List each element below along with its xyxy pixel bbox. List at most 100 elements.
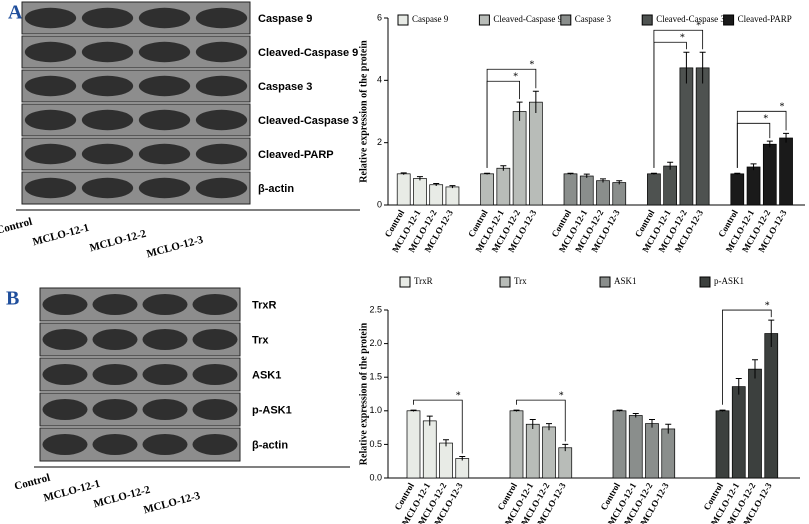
legend-label: Trx — [514, 276, 527, 286]
bar — [439, 442, 453, 479]
band — [195, 177, 248, 199]
legend-swatch — [499, 276, 511, 288]
lane-label: MCLO-12-2 — [88, 228, 148, 255]
band — [92, 399, 138, 420]
band — [81, 109, 134, 131]
bar — [422, 420, 437, 479]
error-bar — [752, 359, 758, 379]
bar — [496, 167, 511, 206]
error-bar — [667, 161, 674, 170]
error-bar — [699, 51, 706, 84]
y-tick-label: 1.0 — [369, 405, 382, 415]
legend-swatch — [397, 14, 409, 26]
lane-label: Control — [13, 472, 51, 493]
band — [81, 143, 134, 165]
band — [195, 7, 248, 29]
bar — [455, 458, 470, 479]
error-bar — [513, 409, 520, 412]
blot-label: Cleaved-Caspase 3 — [258, 115, 358, 127]
band — [24, 7, 77, 29]
bar — [715, 410, 730, 479]
band — [138, 143, 191, 165]
bar — [628, 415, 643, 479]
error-bar — [616, 409, 623, 412]
band — [195, 143, 248, 165]
band — [24, 109, 77, 131]
bar — [730, 173, 745, 206]
bar — [528, 101, 543, 206]
band — [81, 7, 134, 29]
legend-label: Caspase 3 — [575, 14, 612, 24]
bar — [396, 173, 411, 206]
legend-label: p-ASK1 — [714, 276, 744, 286]
bar — [762, 143, 777, 206]
band — [24, 177, 77, 199]
band — [42, 434, 88, 455]
band — [192, 399, 238, 420]
error-bar — [459, 455, 466, 461]
error-bar — [410, 409, 417, 412]
bar — [764, 333, 779, 479]
band — [42, 364, 88, 385]
bar — [596, 180, 610, 206]
bar — [661, 428, 676, 479]
error-bar — [768, 319, 775, 347]
bar — [663, 165, 678, 206]
bar — [542, 426, 556, 479]
band — [192, 294, 238, 315]
significance-bracket — [413, 399, 463, 454]
significance-bracket — [486, 68, 537, 168]
blot-label: ASK1 — [252, 369, 281, 381]
legend-swatch — [641, 14, 653, 26]
legend-label: ASK1 — [614, 276, 637, 286]
band — [24, 143, 77, 165]
legend-swatch — [599, 276, 611, 288]
bar — [413, 178, 427, 206]
blot-label: Cleaved-PARP — [258, 149, 334, 161]
legend-swatch — [723, 14, 735, 26]
significance-bracket — [722, 309, 772, 405]
error-bar — [433, 182, 440, 186]
band — [138, 41, 191, 63]
band — [138, 75, 191, 97]
significance-bracket — [516, 399, 566, 442]
error-bar — [426, 415, 433, 426]
band — [192, 364, 238, 385]
significance-label: * — [680, 33, 685, 44]
band — [195, 75, 248, 97]
error-bar — [500, 165, 507, 171]
bar — [525, 423, 540, 479]
panel-label: B — [6, 288, 19, 310]
bar — [748, 368, 762, 479]
band — [138, 7, 191, 29]
blot-label: β-actin — [258, 183, 294, 195]
legend-label: Cleaved-PARP — [738, 14, 792, 24]
bar — [563, 173, 578, 206]
legend-swatch — [560, 14, 572, 26]
error-bar — [649, 419, 655, 428]
bar — [558, 447, 573, 479]
legend-swatch — [699, 276, 711, 288]
lane-label: MCLO-12-3 — [145, 234, 205, 261]
bar — [509, 410, 524, 479]
lane-label: MCLO-12-1 — [31, 222, 90, 249]
band — [142, 399, 188, 420]
error-bar — [766, 140, 773, 148]
band — [142, 434, 188, 455]
y-tick-label: 2 — [377, 137, 382, 147]
bar — [429, 184, 444, 206]
error-bar — [529, 419, 536, 429]
blot-label: Cleaved-Caspase 9 — [258, 47, 358, 59]
y-axis-title: Relative expression of the protein — [358, 322, 369, 465]
error-bar — [734, 172, 741, 175]
band — [81, 41, 134, 63]
significance-label: * — [780, 102, 785, 113]
band — [24, 41, 77, 63]
lane-label: Control — [0, 216, 33, 237]
significance-label: * — [765, 300, 770, 311]
error-bar — [735, 378, 742, 395]
bar — [746, 166, 761, 206]
band — [42, 399, 88, 420]
error-bar — [516, 101, 523, 121]
